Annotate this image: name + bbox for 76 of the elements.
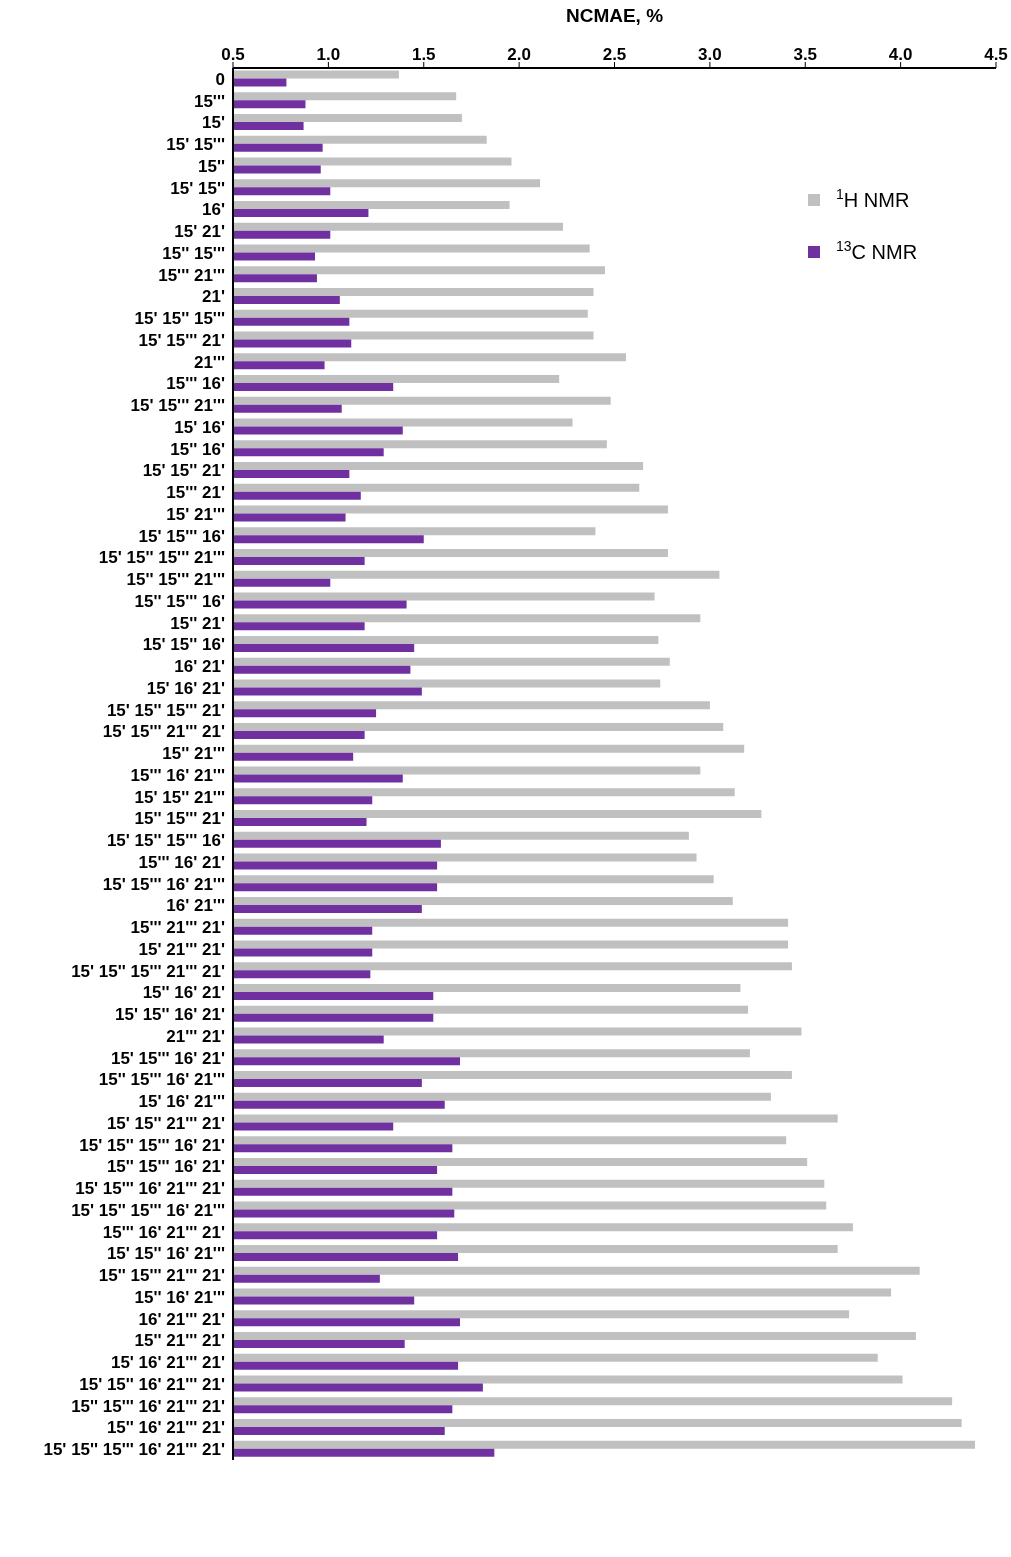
- y-tick-label: 15' 15'' 16': [142, 635, 225, 655]
- y-tick-label: 15' 21': [174, 222, 225, 242]
- y-tick-label: 15' 15'' 15''' 21': [106, 700, 225, 720]
- y-tick-label: 15' 15''' 21': [138, 330, 225, 350]
- y-tick-label: 21': [202, 287, 225, 307]
- x-tick-label: 2.5: [602, 45, 627, 64]
- legend-label: $^{13}$C NMR: [836, 238, 918, 263]
- y-tick-label: 15' 15'' 21''' 21': [106, 1113, 225, 1133]
- y-tick-label: 15' 15''' 16': [138, 526, 225, 546]
- y-tick-label: 15' 16' 21''': [138, 1092, 225, 1112]
- y-tick-label: 15' 15''' 16' 21': [110, 1048, 225, 1068]
- y-tick-label: 15': [202, 113, 225, 133]
- y-tick-label: 15''': [193, 91, 225, 111]
- y-tick-label: 15'' 21''' 21': [134, 1331, 225, 1351]
- y-tick-label: 15' 21''' 21': [138, 939, 225, 959]
- y-tick-label: 16': [202, 200, 225, 220]
- legend-label: $^{1}$H NMR: [836, 186, 910, 211]
- y-tick-label: 16' 21''': [166, 896, 225, 916]
- y-tick-label: 15' 15''' 21''' 21': [102, 722, 225, 742]
- y-tick-label: 15'' 15''' 16': [134, 591, 225, 611]
- y-tick-label: 15' 16' 21': [146, 678, 225, 698]
- y-tick-label: 15' 21''': [166, 504, 225, 524]
- y-tick-label: 16' 21''' 21': [138, 1309, 225, 1329]
- y-tick-label: 15' 16' 21''' 21': [110, 1353, 225, 1373]
- y-tick-label: 15' 15''' 21''': [130, 396, 225, 416]
- x-tick-label: 1.0: [316, 45, 341, 64]
- y-tick-label: 15'' 15''' 21''' 21': [98, 1266, 225, 1286]
- y-tick-label: 15'' 15''' 21': [134, 809, 225, 829]
- y-tick-label: 15' 15'' 15''': [134, 309, 225, 329]
- y-tick-label: 15''' 16' 21''': [130, 765, 225, 785]
- x-tick-label: 3.5: [793, 45, 818, 64]
- y-tick-label: 15''' 21''' 21': [130, 918, 225, 938]
- y-tick-label: 15''' 16': [166, 374, 225, 394]
- x-axis-title: NCMAE, %: [565, 4, 664, 26]
- y-tick-label: 15' 16': [174, 417, 225, 437]
- y-tick-label: 21''': [193, 352, 225, 372]
- y-tick-label: 15''' 21': [166, 483, 225, 503]
- y-tick-label: 15'' 15''' 16' 21''': [98, 1070, 225, 1090]
- x-tick-label: 2.0: [507, 45, 531, 64]
- x-tick-label: 3.0: [698, 45, 722, 64]
- y-tick-label: 15' 15''' 16' 21''' 21': [75, 1179, 225, 1199]
- y-tick-label: 15' 15'' 15''' 21''' 21': [71, 961, 225, 981]
- y-tick-label: 15' 15''': [166, 135, 225, 155]
- y-tick-label: 16' 21': [174, 657, 225, 677]
- y-tick-label: 21''' 21': [166, 1026, 225, 1046]
- y-tick-label: 15' 15''' 16' 21''': [102, 874, 225, 894]
- y-tick-label: 15'' 16' 21''' 21': [106, 1418, 225, 1438]
- y-tick-label: 15'': [198, 156, 225, 176]
- y-tick-label: 15''' 21''': [158, 265, 225, 285]
- y-tick-label: 15'' 15''' 16' 21': [106, 1157, 225, 1177]
- y-tick-label: 15' 15'' 16' 21''': [106, 1244, 225, 1264]
- y-tick-label: 15' 15'' 16' 21': [114, 1005, 225, 1025]
- y-tick-label: 15'' 16' 21': [142, 983, 225, 1003]
- y-tick-label: 15'' 16' 21''': [134, 1287, 225, 1307]
- y-tick-label: 15' 15'' 16' 21''' 21': [79, 1374, 225, 1394]
- y-tick-label: 15' 15'' 15''' 16' 21': [79, 1135, 225, 1155]
- y-tick-label: 15' 15'': [170, 178, 225, 198]
- y-tick-label: 15'' 16': [170, 439, 225, 459]
- x-tick-label: 4.5: [984, 45, 1008, 64]
- y-tick-label: 0: [215, 69, 225, 89]
- y-tick-label: 15''' 16' 21': [138, 852, 225, 872]
- y-tick-label: 15'' 15''': [162, 243, 225, 263]
- y-tick-label: 15''' 16' 21''' 21': [102, 1222, 225, 1242]
- y-tick-label: 15'' 21': [170, 613, 225, 633]
- y-tick-label: 15' 15'' 15''' 21''': [98, 548, 225, 568]
- y-tick-label: 15' 15'' 15''' 16' 21''' 21': [43, 1440, 225, 1460]
- x-tick-label: 1.5: [411, 45, 436, 64]
- y-tick-label: 15' 15'' 15''' 16' 21''': [71, 1200, 225, 1220]
- x-tick-label: 4.0: [888, 45, 913, 64]
- y-tick-label: 15'' 15''' 21''': [126, 570, 225, 590]
- x-tick-label: 0.5: [221, 45, 245, 64]
- y-tick-label: 15'' 21''': [162, 744, 225, 764]
- y-tick-label: 15'' 15''' 16' 21''' 21': [71, 1396, 225, 1416]
- y-tick-label: 15' 15'' 21': [142, 461, 225, 481]
- y-tick-label: 15' 15'' 21''': [134, 787, 225, 807]
- y-tick-label: 15' 15'' 15''' 16': [106, 831, 225, 851]
